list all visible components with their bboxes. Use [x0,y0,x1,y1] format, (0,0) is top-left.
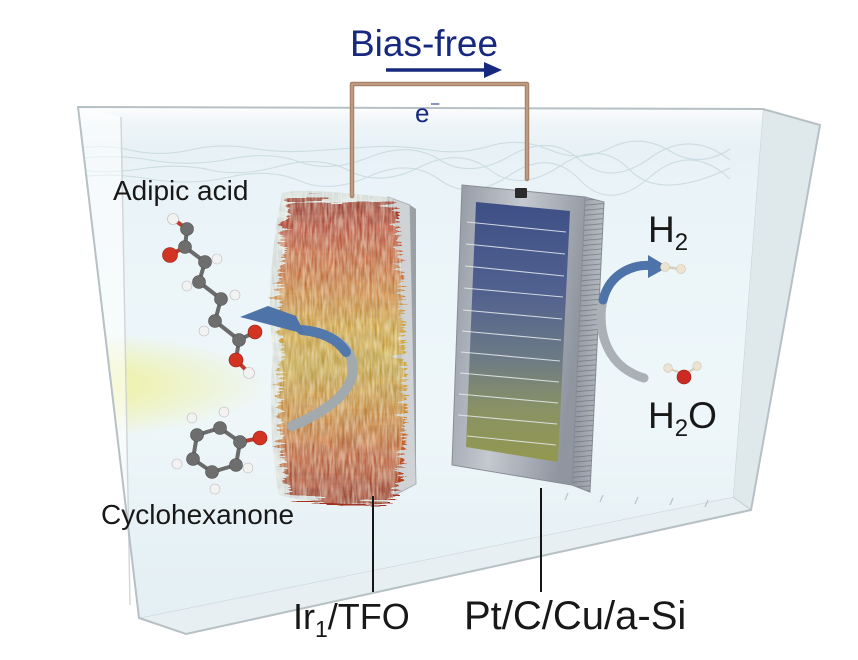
svg-text:Cyclohexanone: Cyclohexanone [101,499,294,530]
svg-text:Pt/C/Cu/a-Si: Pt/C/Cu/a-Si [464,594,686,638]
svg-text:Ir1/TFO: Ir1/TFO [293,596,410,642]
svg-text:Bias-free: Bias-free [350,23,498,64]
svg-text:Adipic acid: Adipic acid [113,175,248,206]
svg-text:e: e [415,98,429,128]
svg-text:–: – [431,95,440,112]
